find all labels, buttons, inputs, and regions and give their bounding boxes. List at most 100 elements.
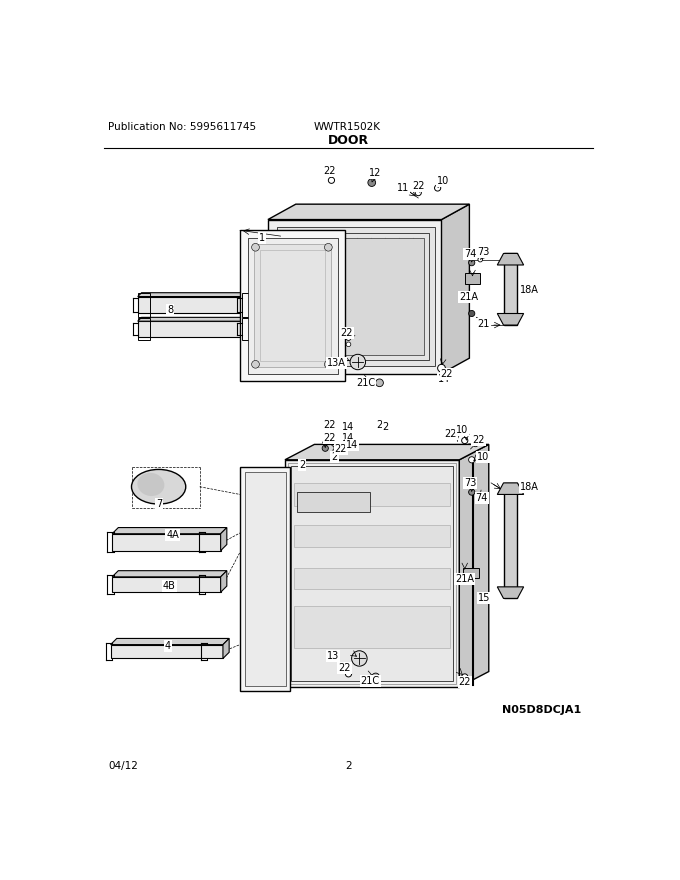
Circle shape [469,260,475,266]
Text: 18A: 18A [520,285,539,296]
Ellipse shape [137,473,165,496]
Circle shape [372,673,379,681]
Polygon shape [112,577,220,592]
Polygon shape [285,459,459,687]
Circle shape [346,342,351,347]
Circle shape [415,189,422,195]
Polygon shape [296,492,370,512]
Polygon shape [223,639,229,658]
Text: 2: 2 [376,420,383,430]
Text: 22: 22 [324,420,336,430]
Text: 74: 74 [464,249,477,260]
Circle shape [352,651,367,666]
Text: 21C: 21C [360,676,379,686]
Text: DOOR: DOOR [328,134,369,147]
Text: 74: 74 [475,494,488,503]
Polygon shape [111,644,223,658]
Text: 22: 22 [341,327,353,338]
Polygon shape [248,238,338,373]
Polygon shape [254,318,258,336]
Text: 4A: 4A [166,531,179,540]
Polygon shape [503,253,517,325]
Text: 21A: 21A [455,574,474,584]
Text: 22: 22 [458,677,471,686]
Text: 22: 22 [335,444,347,454]
Polygon shape [463,568,479,578]
Polygon shape [137,321,254,336]
Polygon shape [441,204,469,373]
Polygon shape [220,571,227,592]
Text: 22: 22 [473,435,485,444]
Text: 22: 22 [324,433,336,444]
Polygon shape [294,568,450,590]
Polygon shape [220,528,227,551]
Polygon shape [294,525,450,546]
Polygon shape [254,293,258,313]
Polygon shape [277,227,435,366]
Text: 12: 12 [369,167,381,178]
Text: 10: 10 [456,425,468,435]
Text: Publication No: 5995611745: Publication No: 5995611745 [108,122,256,132]
Polygon shape [497,253,524,265]
Text: 10: 10 [437,176,449,186]
Polygon shape [288,238,424,355]
Text: N05D8DCJA1: N05D8DCJA1 [502,705,581,715]
Text: 4: 4 [165,642,171,651]
Circle shape [350,355,366,370]
Polygon shape [137,318,258,321]
Polygon shape [112,571,227,577]
Circle shape [345,671,352,677]
Polygon shape [268,219,441,373]
Text: 73: 73 [477,247,490,257]
Text: 22: 22 [339,663,351,672]
Polygon shape [294,606,450,649]
Circle shape [346,336,351,341]
Polygon shape [497,483,524,495]
Polygon shape [268,204,469,219]
Text: 4B: 4B [163,581,176,591]
Polygon shape [503,483,517,598]
Circle shape [252,244,259,251]
Circle shape [435,185,441,191]
Text: 21C: 21C [356,378,375,388]
Circle shape [322,445,328,451]
Text: 11: 11 [396,183,409,193]
Polygon shape [285,444,489,459]
Polygon shape [497,587,524,598]
Polygon shape [240,231,345,381]
Polygon shape [112,533,220,551]
Text: 14: 14 [345,440,358,451]
Text: 22: 22 [412,180,424,191]
Text: 2: 2 [299,460,305,470]
Circle shape [462,437,468,444]
Circle shape [368,179,375,187]
Text: 21A: 21A [459,291,478,302]
Text: 10: 10 [477,451,490,462]
Circle shape [477,495,482,499]
Text: 73: 73 [464,478,477,488]
Text: 04/12: 04/12 [108,761,138,771]
Text: 14: 14 [342,422,355,432]
Polygon shape [111,639,229,644]
Circle shape [252,361,259,368]
Polygon shape [245,472,286,686]
Text: 18A: 18A [520,481,539,492]
Circle shape [469,457,475,463]
Polygon shape [137,297,254,313]
Circle shape [473,442,478,447]
Circle shape [328,177,335,183]
Circle shape [438,364,445,372]
Text: 8: 8 [167,304,173,315]
Text: 1: 1 [258,233,265,243]
Text: 21: 21 [477,319,490,328]
Text: 14: 14 [438,374,450,384]
Polygon shape [137,293,258,297]
Circle shape [478,257,483,262]
Circle shape [359,378,366,385]
Text: 22: 22 [445,429,457,438]
Circle shape [324,361,333,368]
Polygon shape [240,467,290,691]
Polygon shape [497,313,524,325]
Polygon shape [459,444,489,687]
Text: 22: 22 [324,166,336,176]
